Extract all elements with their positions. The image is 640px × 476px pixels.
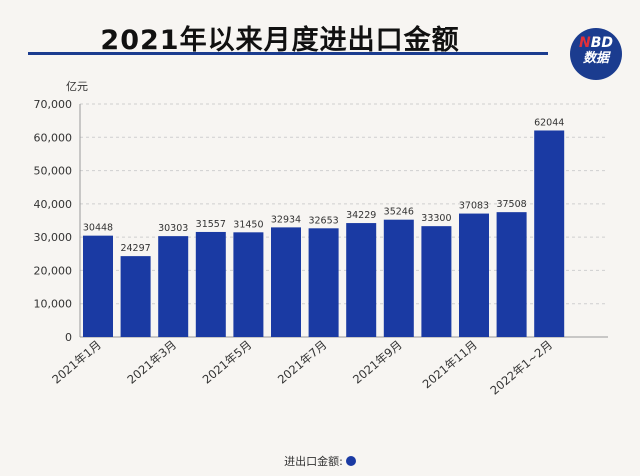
y-tick-label: 30,000 [34, 231, 73, 244]
logo-bd: BD [590, 35, 613, 51]
bar [383, 219, 414, 337]
data-label: 33300 [421, 213, 451, 224]
legend: 进出口金额: [0, 453, 640, 469]
data-label: 24297 [120, 243, 150, 254]
y-tick-label: 70,000 [34, 98, 73, 111]
bar [158, 236, 189, 337]
y-axis-unit: 亿元 [66, 80, 88, 93]
data-label: 34229 [346, 210, 376, 221]
title-underline [28, 52, 548, 55]
bar [120, 256, 151, 337]
data-label: 31557 [196, 219, 226, 230]
bar [421, 226, 452, 337]
bar [195, 231, 226, 337]
bar [459, 213, 489, 337]
bar [83, 235, 113, 337]
chart-title: 2021年以来月度进出口金额 [100, 25, 460, 56]
data-label: 37083 [459, 201, 489, 212]
legend-marker [345, 456, 356, 466]
x-tick-label: 2021年11月 [420, 338, 480, 392]
data-label: 32934 [271, 214, 301, 225]
y-tick-label: 0 [65, 331, 72, 344]
legend-label: 进出口金额: [284, 455, 343, 468]
bar [346, 223, 377, 337]
data-label: 30303 [158, 223, 188, 234]
x-tick-label: 2021年5月 [200, 338, 255, 387]
data-label: 35246 [384, 207, 414, 218]
y-tick-label: 20,000 [34, 264, 73, 277]
bar [496, 212, 527, 337]
y-tick-label: 50,000 [34, 165, 73, 178]
data-label: 37508 [496, 199, 526, 210]
x-tick-label: 2021年1月 [49, 338, 104, 387]
bar [233, 232, 264, 337]
bar [534, 130, 565, 337]
data-label: 31450 [233, 219, 263, 230]
bar [308, 228, 339, 337]
nbd-logo: NBD 数据 [570, 28, 622, 80]
y-tick-label: 40,000 [34, 198, 73, 211]
data-label: 30448 [83, 223, 113, 234]
logo-n: N [578, 35, 591, 51]
data-label: 62044 [534, 117, 564, 128]
x-tick-label: 2022年1~2月 [487, 338, 555, 398]
x-tick-label: 2021年3月 [124, 338, 179, 387]
data-label: 32653 [308, 215, 338, 226]
bar [271, 227, 301, 337]
x-tick-label: 2021年7月 [275, 338, 330, 387]
y-tick-label: 60,000 [34, 131, 73, 144]
y-tick-label: 10,000 [34, 298, 73, 311]
x-tick-label: 2021年9月 [350, 338, 405, 387]
logo-data: 数据 [582, 51, 609, 66]
